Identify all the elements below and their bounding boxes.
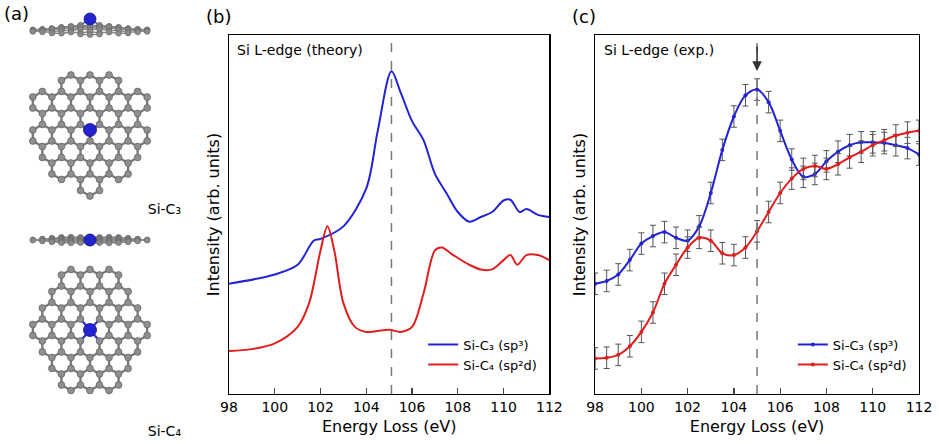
- svg-text:110: 110: [859, 399, 886, 415]
- svg-text:Si-C₄ (sp²d): Si-C₄ (sp²d): [833, 358, 907, 373]
- svg-text:Intensity (arb. units): Intensity (arb. units): [204, 133, 223, 296]
- svg-text:(b): (b): [206, 6, 231, 27]
- svg-text:Si-C₃: Si-C₃: [148, 201, 181, 217]
- svg-text:100: 100: [628, 399, 655, 415]
- svg-text:(a): (a): [4, 3, 29, 24]
- svg-text:112: 112: [536, 399, 563, 415]
- svg-text:108: 108: [444, 399, 471, 415]
- svg-text:Energy Loss (eV): Energy Loss (eV): [690, 417, 825, 436]
- svg-text:Si-C₄ (sp²d): Si-C₄ (sp²d): [463, 358, 537, 373]
- svg-text:106: 106: [399, 399, 426, 415]
- svg-text:104: 104: [353, 399, 380, 415]
- svg-text:102: 102: [307, 399, 334, 415]
- svg-text:Energy Loss (eV): Energy Loss (eV): [322, 417, 457, 436]
- svg-text:Si L-edge (theory): Si L-edge (theory): [237, 42, 363, 58]
- svg-text:98: 98: [586, 399, 604, 415]
- svg-text:102: 102: [674, 399, 701, 415]
- svg-text:100: 100: [261, 399, 288, 415]
- svg-text:98: 98: [220, 399, 238, 415]
- svg-text:110: 110: [490, 399, 517, 415]
- svg-text:108: 108: [813, 399, 840, 415]
- svg-text:Si-C₃ (sp³): Si-C₃ (sp³): [833, 338, 898, 353]
- svg-text:(c): (c): [572, 6, 596, 27]
- svg-text:106: 106: [767, 399, 794, 415]
- svg-text:104: 104: [721, 399, 748, 415]
- svg-text:Si L-edge (exp.): Si L-edge (exp.): [604, 42, 714, 58]
- svg-text:112: 112: [906, 399, 933, 415]
- svg-text:Si-C₃ (sp³): Si-C₃ (sp³): [463, 338, 528, 353]
- svg-text:Intensity (arb. units): Intensity (arb. units): [570, 133, 589, 296]
- svg-text:Si-C₄: Si-C₄: [148, 423, 182, 439]
